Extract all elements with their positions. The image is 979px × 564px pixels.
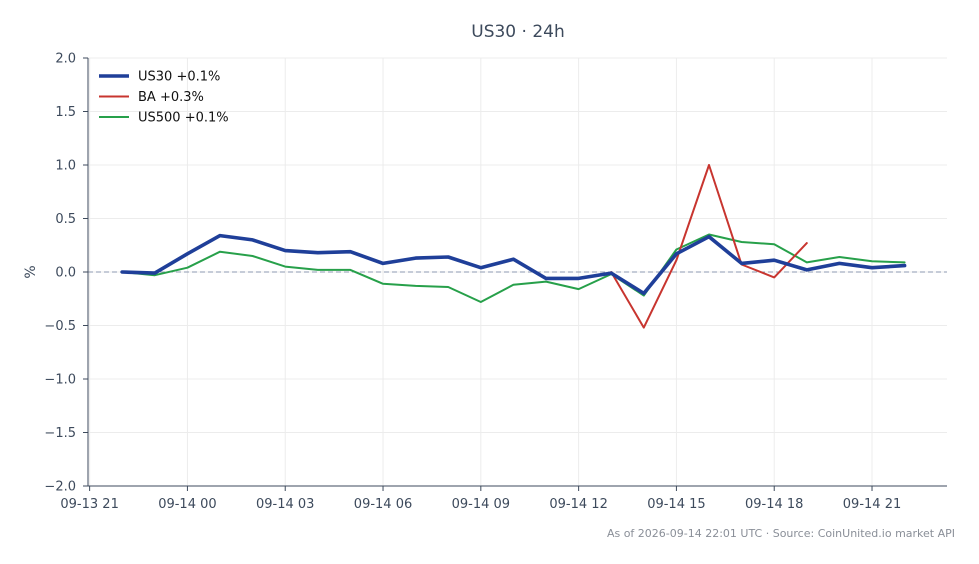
y-tick-label-3: −0.5 [44,319,76,334]
y-tick-label-2: −1.0 [44,373,76,388]
x-tick-label-1: 09-14 00 [158,497,216,512]
y-axis-label: % [23,265,39,278]
legend-entry-0: US30 +0.1% [138,70,220,85]
x-tick-label-7: 09-14 18 [745,497,803,512]
x-tick-label-0: 09-13 21 [60,497,118,512]
x-tick-label-8: 09-14 21 [843,497,901,512]
y-tick-label-0: −2.0 [44,480,76,495]
legend: US30 +0.1% BA +0.3% US500 +0.1% [99,70,229,126]
x-tick-label-2: 09-14 03 [256,497,314,512]
y-tick-label-5: 0.5 [55,212,76,227]
legend-entry-2: US500 +0.1% [138,111,229,126]
y-axis-ticks: −2.0 −1.5 −1.0 −0.5 0.0 0.5 1.0 1.5 2.0 [44,52,88,495]
y-tick-label-6: 1.0 [55,159,76,174]
x-tick-label-4: 09-14 09 [452,497,510,512]
series-lines [120,164,907,329]
x-tick-label-6: 09-14 15 [647,497,705,512]
legend-entry-1: BA +0.3% [138,90,204,105]
x-axis-ticks: 09-13 21 09-14 00 09-14 03 09-14 06 09-14 09… [60,486,901,512]
x-tick-label-5: 09-14 12 [549,497,607,512]
series-line-1 [610,164,808,329]
y-tick-label-4: 0.0 [55,266,76,281]
y-tick-label-7: 1.5 [55,105,76,120]
source-footer: As of 2026-09-14 22:01 UTC · Source: Coi… [607,527,955,540]
y-tick-label-8: 2.0 [55,52,76,67]
series-line-0 [120,233,907,296]
series-line-2 [121,233,906,303]
y-tick-label-1: −1.5 [44,426,76,441]
chart-title: US30 · 24h [471,22,564,42]
x-tick-label-3: 09-14 06 [354,497,412,512]
